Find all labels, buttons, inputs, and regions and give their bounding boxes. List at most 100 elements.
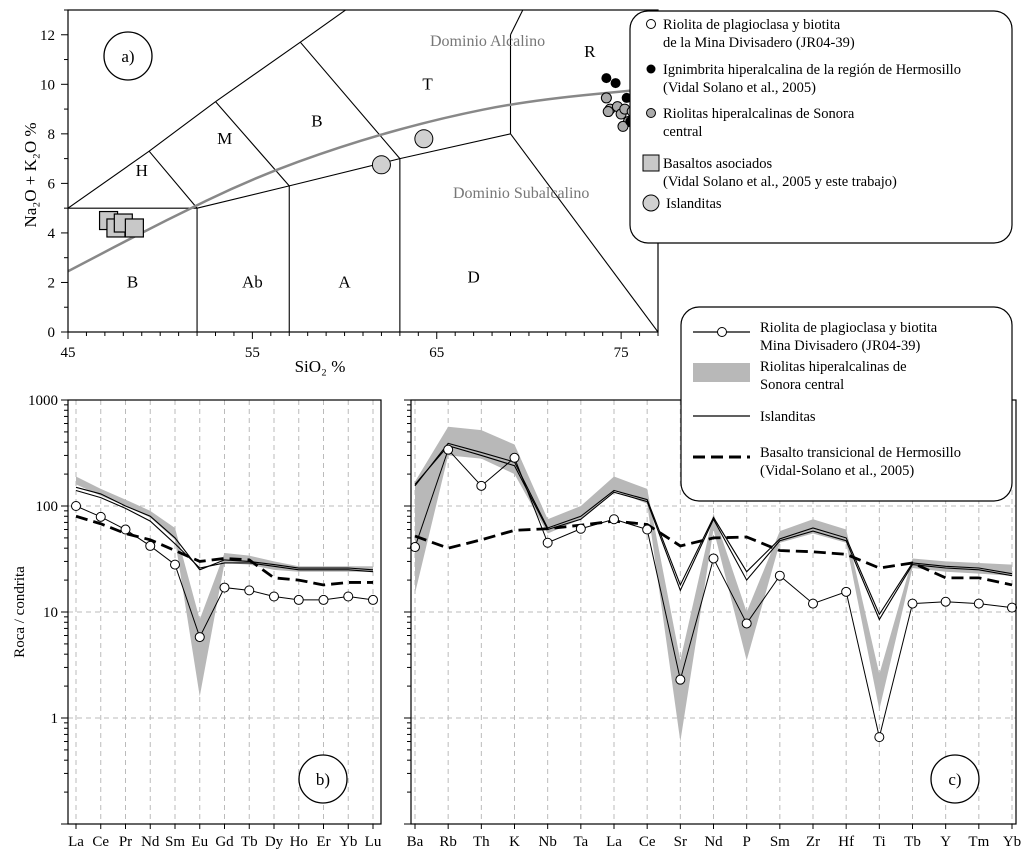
tas-boundary-10 (68, 150, 150, 209)
tas-point-s4-0 (371, 155, 391, 175)
divisadero-marker-Ba (410, 542, 420, 553)
tas-point-s1-1 (610, 78, 621, 89)
panel-c-trace-spider: Ba Rb Th K Nb Ta La Ce Sr Nd P Sm Zr Hf Ti Tb Y Tm Yb c) (404, 399, 1021, 850)
category-label-Rb: Rb (439, 834, 457, 850)
category-label-Hf: Hf (838, 834, 854, 850)
panel-a-xlabel: SiO₂ % (295, 357, 346, 376)
divisadero-marker-Hf (841, 586, 852, 597)
category-label-Dy: Dy (265, 834, 284, 850)
islandita-line-2 (75, 486, 374, 571)
divisadero-marker-La (609, 514, 619, 525)
tick-label-y-6: 6 (48, 176, 56, 192)
legend-c-2-line1: Islanditas (760, 409, 816, 425)
tick-label-x-75: 75 (614, 345, 629, 361)
tas-field-label-1: M (217, 129, 232, 148)
tas-field-labels: H M B T R B Ab A D (127, 42, 596, 291)
legend-c-0-line2: Mina Divisadero (JR04-39) (760, 338, 920, 354)
panel-a-legend: Riolita de plagioclasa y biotita de la M… (629, 10, 1013, 244)
divisadero-marker-Dy (269, 591, 279, 602)
legend-c-3-line2: (Vidal-Solano et al., 2005) (760, 463, 914, 479)
tick-label-y-0: 0 (48, 325, 56, 341)
tas-point-s1-0 (601, 73, 612, 84)
divisadero-marker-Ta (575, 523, 586, 534)
category-label-Ba: Ba (407, 834, 424, 850)
category-label-Tb: Tb (904, 834, 921, 850)
category-label-Ho: Ho (290, 834, 308, 850)
category-label-Pr: Pr (119, 834, 132, 850)
tas-point-s2-2 (602, 106, 614, 118)
category-label-La: La (68, 834, 84, 850)
tas-boundary-3 (196, 185, 290, 209)
divisadero-marker-La (71, 501, 81, 511)
panel-b-series (71, 476, 378, 697)
tas-point-s4-1 (414, 129, 434, 149)
panel-b-label: b) (316, 770, 330, 789)
divisadero-marker-Ce (95, 511, 106, 522)
legend-c-3-line1: Basalto transicional de Hermosillo (760, 445, 961, 461)
tick-label-x-55: 55 (245, 345, 260, 361)
category-label-Yb: Yb (339, 834, 357, 850)
category-label-Ta: Ta (573, 834, 588, 850)
tas-basalt-square-3 (124, 218, 144, 238)
legend-black-circle-marker (646, 64, 656, 74)
legend-a-1-line1: Ignimbrita hiperalcalina de la región de… (663, 62, 961, 78)
tas-field-label-7: A (338, 272, 351, 291)
divisadero-marker-Tb (244, 585, 255, 596)
tas-boundary-8 (510, 133, 658, 332)
category-label-Ti: Ti (873, 834, 886, 850)
tick-label-y-12: 12 (40, 28, 55, 44)
divisadero-marker-Ti (874, 732, 885, 743)
tas-field-boundaries (68, 10, 658, 332)
divisadero-marker-Lu (368, 594, 378, 605)
panel-a-label-circle (103, 31, 153, 81)
category-label-Ce: Ce (639, 834, 656, 850)
region-label-subalcalino: Dominio Subalcalino (453, 185, 589, 202)
region-label-alcalino: Dominio Alcalino (430, 33, 545, 50)
category-label-K: K (509, 834, 520, 850)
category-label-Sm: Sm (165, 834, 185, 850)
tas-boundary-12 (215, 101, 290, 187)
tas-field-label-0: H (136, 161, 148, 180)
panel-c-grid (411, 400, 1016, 824)
tick-label-y-2: 2 (48, 275, 56, 291)
tas-field-label-2: B (311, 111, 322, 130)
islandita-line-1 (414, 445, 1013, 621)
tick-label-x-45: 45 (61, 345, 76, 361)
legend-a-0-line2: de la Mina Divisadero (JR04-39) (663, 35, 855, 51)
basalto-dashed-line (75, 514, 373, 587)
tas-boundary-9 (148, 150, 198, 209)
legend-c-1-line1: Riolitas hiperalcalinas de (760, 359, 907, 375)
category-label-Gd: Gd (215, 834, 234, 850)
category-label-Lu: Lu (365, 834, 382, 850)
legend-c-open-circle-marker (717, 327, 727, 337)
alkaline-subalkaline-curve (68, 86, 658, 273)
tas-field-label-4: R (584, 42, 596, 61)
category-label-Tb: Tb (241, 834, 258, 850)
legend-a-0-line1: Riolita de plagioclasa y biotita (663, 17, 841, 33)
tick-label-y-100: 100 (36, 499, 59, 515)
divisadero-marker-Rb (443, 444, 454, 455)
category-label-Ce: Ce (92, 834, 109, 850)
tick-label-y-1000: 1000 (28, 393, 58, 409)
category-label-Er: Er (316, 834, 330, 850)
tas-field-label-3: T (422, 74, 433, 93)
divisadero-marker-Nb (542, 537, 553, 548)
divisadero-marker-Yb (1007, 602, 1017, 613)
tick-label-y-4: 4 (48, 226, 56, 242)
divisadero-marker-Zr (808, 598, 818, 609)
legend-c-0-line1: Riolita de plagioclasa y biotita (760, 320, 938, 336)
category-label-P: P (742, 834, 750, 850)
tick-label-y-10: 10 (40, 77, 55, 93)
legend-grey-circle-marker (646, 108, 656, 118)
divisadero-marker-Sr (675, 674, 686, 685)
legend-c-1-line2: Sonora central (760, 377, 844, 393)
category-label-Sm: Sm (770, 834, 790, 850)
divisadero-marker-K (509, 452, 520, 463)
category-label-Eu: Eu (191, 834, 208, 850)
tas-boundary-17 (510, 10, 524, 36)
tick-label-x-65: 65 (429, 345, 444, 361)
panel-b-ticks: La Ce Pr Nd Sm Eu Gd Tb Dy Ho Er Yb Lu 1 10 100 1000 (28, 393, 382, 850)
panel-c-series (410, 426, 1017, 743)
tas-boundary-13 (215, 41, 301, 103)
